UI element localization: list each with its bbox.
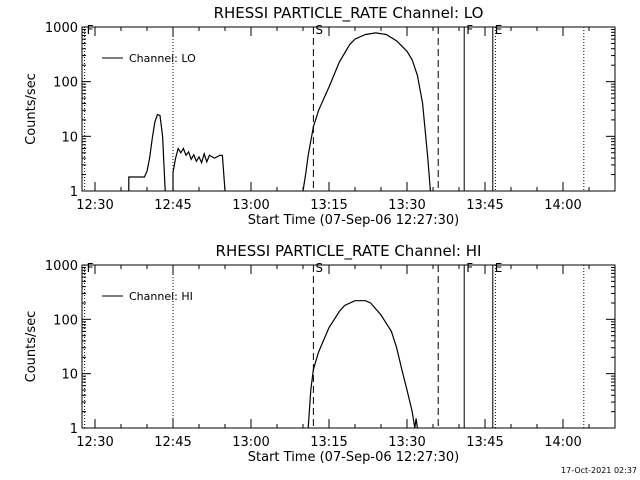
- y-tick-label: 100: [53, 76, 78, 91]
- x-tick-label: 12:30: [76, 435, 113, 450]
- chart-title: RHESSI PARTICLE_RATE Channel: HI: [216, 242, 482, 261]
- x-tick-label: 13:30: [388, 198, 425, 213]
- plot-frame: [81, 26, 616, 192]
- x-tick-label: 13:45: [466, 435, 503, 450]
- series-line: [302, 32, 431, 192]
- y-tick-label: 10: [61, 130, 78, 145]
- time-marker-label: E: [495, 261, 503, 275]
- y-tick-label: 1: [70, 185, 78, 200]
- y-axis-label: Counts/sec: [24, 311, 39, 383]
- x-tick-label: 12:45: [154, 435, 191, 450]
- series-line: [128, 113, 166, 192]
- chart-title: RHESSI PARTICLE_RATE Channel: LO: [214, 4, 484, 23]
- time-marker-label: E: [495, 23, 503, 37]
- time-marker-label: F: [87, 261, 94, 275]
- legend-label: Channel: HI: [129, 290, 193, 303]
- y-tick-label: 10: [61, 368, 78, 383]
- time-marker-label: F: [466, 261, 473, 275]
- x-tick-label: 13:30: [388, 435, 425, 450]
- x-tick-label: 12:45: [154, 198, 191, 213]
- time-marker-label: F: [466, 23, 473, 37]
- x-tick-label: 13:15: [310, 198, 347, 213]
- chart-panel-2: RHESSI PARTICLE_RATE Channel: HI 1 10 100 10…: [24, 242, 616, 465]
- series-line: [172, 146, 226, 192]
- y-axis-label: Counts/sec: [24, 73, 39, 145]
- y-tick-label: 1: [70, 422, 78, 437]
- x-tick-label: 13:15: [310, 435, 347, 450]
- chart-panel-1: RHESSI PARTICLE_RATE Channel: LO 1 10 100 10…: [24, 4, 616, 228]
- legend-label: Channel: LO: [129, 52, 196, 65]
- x-tick-label: 13:00: [232, 435, 269, 450]
- time-marker-label: F: [87, 23, 94, 37]
- y-tick-label: 100: [53, 313, 78, 328]
- x-tick-label: 12:30: [76, 198, 113, 213]
- x-axis-label: Start Time (07-Sep-06 12:27:30): [248, 213, 459, 228]
- time-marker-label: S: [315, 261, 323, 275]
- series-line: [307, 300, 418, 429]
- x-tick-label: 14:00: [544, 435, 581, 450]
- x-axis-label: Start Time (07-Sep-06 12:27:30): [248, 450, 459, 465]
- time-marker-label: S: [315, 23, 323, 37]
- x-tick-label: 13:45: [466, 198, 503, 213]
- plot-timestamp: 17-Oct-2021 02:37: [561, 466, 637, 475]
- x-tick-label: 14:00: [544, 198, 581, 213]
- plot-frame: [81, 264, 616, 429]
- y-tick-label: 1000: [45, 259, 78, 274]
- y-tick-label: 1000: [45, 21, 78, 36]
- x-tick-label: 13:00: [232, 198, 269, 213]
